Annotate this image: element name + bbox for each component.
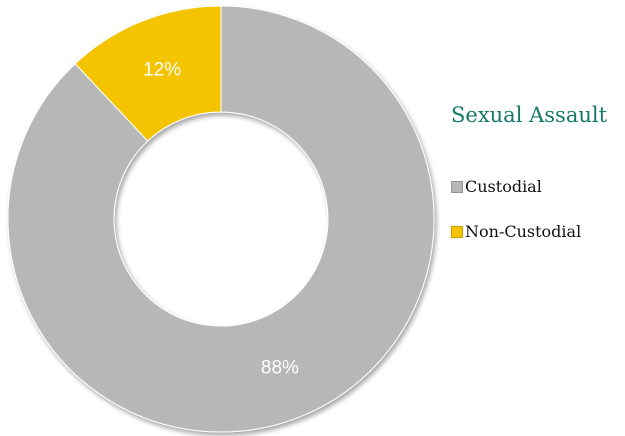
legend-swatch-non-custodial (451, 225, 463, 238)
slice-custodial (7, 5, 435, 433)
legend: Custodial Non-Custodial (451, 174, 581, 264)
chart-title: Sexual Assault (451, 103, 608, 127)
legend-label-non-custodial: Non-Custodial (465, 221, 582, 241)
legend-swatch-custodial (451, 180, 463, 193)
legend-item-custodial: Custodial (451, 174, 581, 198)
donut-ring (7, 5, 435, 433)
data-label-non-custodial: 12% (143, 60, 181, 81)
legend-item-non-custodial: Non-Custodial (451, 219, 581, 243)
legend-label-custodial: Custodial (465, 176, 542, 196)
donut-chart: 88% 12% (7, 5, 435, 433)
slice-non-custodial (74, 5, 222, 142)
data-label-custodial: 88% (261, 357, 299, 378)
